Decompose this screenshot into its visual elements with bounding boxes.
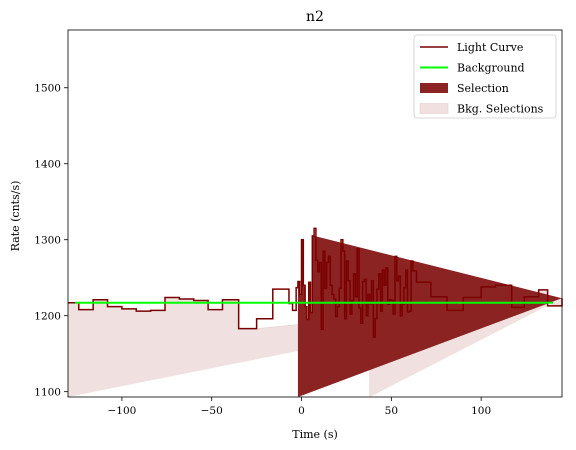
y-tick-label: 1400 (34, 159, 61, 171)
y-axis-label: Rate (cnts/s) (9, 181, 22, 252)
y-axis-ticks: 1100 1200 1300 1400 1500 (34, 83, 68, 399)
selection-region (297, 235, 562, 397)
legend-label-4: Bkg. Selections (457, 103, 544, 116)
x-axis-label: Time (s) (292, 428, 338, 441)
plot-frame (67, 29, 563, 398)
legend-label-1: Light Curve (457, 41, 523, 54)
legend-swatch-3 (420, 83, 448, 93)
legend-label-3: Selection (457, 82, 509, 95)
y-tick-label: 1100 (34, 387, 61, 399)
chart-title: n2 (306, 9, 324, 25)
y-tick-label: 1300 (34, 235, 61, 247)
legend-box (413, 34, 557, 119)
legend-swatch-4 (419, 103, 449, 114)
x-tick-label: 0 (298, 405, 305, 417)
y-tick-label: 1500 (34, 83, 61, 95)
legend: Light Curve Background Selection Bkg. Selec… (413, 34, 557, 119)
x-tick-label: −50 (201, 405, 223, 417)
x-tick-label: 100 (471, 405, 491, 417)
x-axis-ticks: −100 −50 0 50 100 (107, 397, 491, 417)
x-tick-label: −100 (107, 405, 136, 417)
x-tick-label: 50 (385, 405, 398, 417)
y-tick-label: 1200 (34, 311, 61, 323)
legend-label-2: Background (457, 62, 525, 75)
selection-area (297, 235, 562, 397)
